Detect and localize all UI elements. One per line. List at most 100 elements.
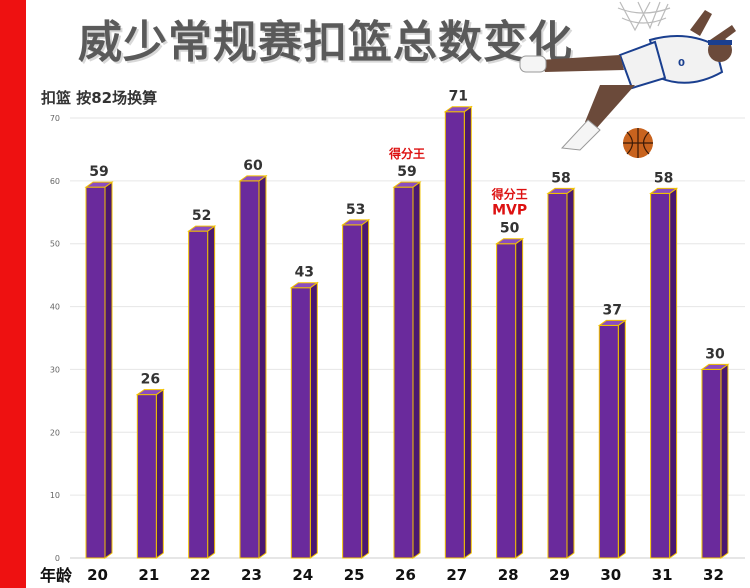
bar-side-20 [104,181,113,559]
y-tick-10: 10 [50,491,60,500]
bar-top-23 [238,175,268,182]
x-tick-29: 29 [549,566,570,584]
bar-top-27 [443,106,473,113]
y-tick-30: 30 [50,365,60,374]
bar-top-29 [546,187,576,194]
x-tick-20: 20 [87,566,108,584]
x-tick-26: 26 [395,566,416,584]
value-labels: 59 26 52 60 43 53 59 71 50 58 37 58 30 [89,89,725,388]
bar-24 [289,281,319,559]
annotation-28-0: 得分王 [491,187,528,202]
value-label-20: 59 [89,164,108,180]
bar-top-25 [341,219,371,226]
bar-side-28 [515,237,524,559]
bar-23 [238,174,268,559]
bar-front-32 [701,368,722,559]
y-tick-60: 60 [50,177,60,186]
bar-front-26 [393,186,414,559]
y-tick-labels: 0 10 20 30 40 50 60 70 [50,114,60,563]
y-tick-70: 70 [50,114,60,123]
value-label-22: 52 [192,208,211,224]
value-label-25: 53 [346,202,365,218]
x-tick-25: 25 [344,566,365,584]
bar-front-25 [342,224,363,559]
bar-side-27 [463,105,472,559]
bar-side-29 [566,187,575,559]
bar-top-20 [84,181,114,188]
bar-front-28 [496,243,517,559]
bar-front-22 [188,230,209,559]
bar-top-24 [289,282,319,289]
red-side-strip [0,0,26,588]
bar-25 [341,218,371,559]
bar-front-21 [136,394,157,559]
y-tick-50: 50 [50,240,60,249]
bar-30 [597,319,627,559]
bar-26 [392,181,422,559]
bar-top-31 [649,187,679,194]
x-tick-22: 22 [190,566,211,584]
annotation-28-1: MVP [492,203,527,219]
bar-top-21 [135,389,165,396]
y-tick-0: 0 [55,554,60,563]
bar-21 [135,388,165,559]
bar-front-20 [85,186,106,559]
chart-title: 威少常规赛扣篮总数变化 [78,17,573,68]
player-dunk-illustration: 0 [519,1,736,158]
y-axis-label: 扣篮 按82场换算 [41,89,158,107]
y-tick-40: 40 [50,303,60,312]
value-label-29: 58 [551,170,570,186]
bar-side-25 [361,218,370,559]
value-label-23: 60 [243,158,263,174]
bar-29 [546,187,576,559]
bar-28 [495,237,525,559]
bar-side-23 [258,174,267,559]
bar-20 [84,181,114,559]
bar-front-23 [239,180,260,559]
svg-text:0: 0 [678,58,685,69]
value-label-32: 30 [705,346,725,362]
x-tick-24: 24 [292,566,313,584]
bar-side-31 [669,187,678,559]
bar-front-27 [444,111,465,559]
bar-front-29 [547,192,568,559]
x-axis-label: 年龄 [40,566,73,585]
value-label-28: 50 [500,221,520,237]
bar-31 [649,187,679,559]
bar-top-30 [597,319,627,326]
bar-front-31 [650,192,671,559]
bar-top-22 [187,225,217,232]
x-tick-labels: 20 21 22 23 24 25 26 27 28 29 30 31 32 [87,566,724,584]
bar-side-32 [720,363,729,559]
bar-side-26 [412,181,421,559]
value-label-30: 37 [603,302,622,318]
annotation-26-0: 得分王 [388,146,425,161]
x-tick-27: 27 [446,566,467,584]
x-tick-31: 31 [652,566,673,584]
bar-22 [187,225,217,559]
bar-side-21 [155,388,164,559]
bar-top-28 [495,238,525,245]
x-tick-23: 23 [241,566,262,584]
value-label-21: 26 [141,372,160,388]
bar-side-24 [309,281,318,559]
bar-top-32 [700,363,730,370]
bars [84,105,730,559]
x-tick-32: 32 [703,566,724,584]
bar-32 [700,363,730,559]
bar-top-26 [392,181,422,188]
bar-front-30 [598,324,619,559]
value-label-26: 59 [397,164,416,180]
x-tick-28: 28 [498,566,519,584]
bar-27 [443,105,473,559]
value-label-31: 58 [654,170,673,186]
y-tick-20: 20 [50,428,60,437]
x-tick-30: 30 [600,566,621,584]
bar-side-30 [617,319,626,559]
value-label-24: 43 [295,265,314,281]
x-tick-21: 21 [138,566,159,584]
value-label-27: 71 [449,89,468,105]
bar-front-24 [290,287,311,559]
